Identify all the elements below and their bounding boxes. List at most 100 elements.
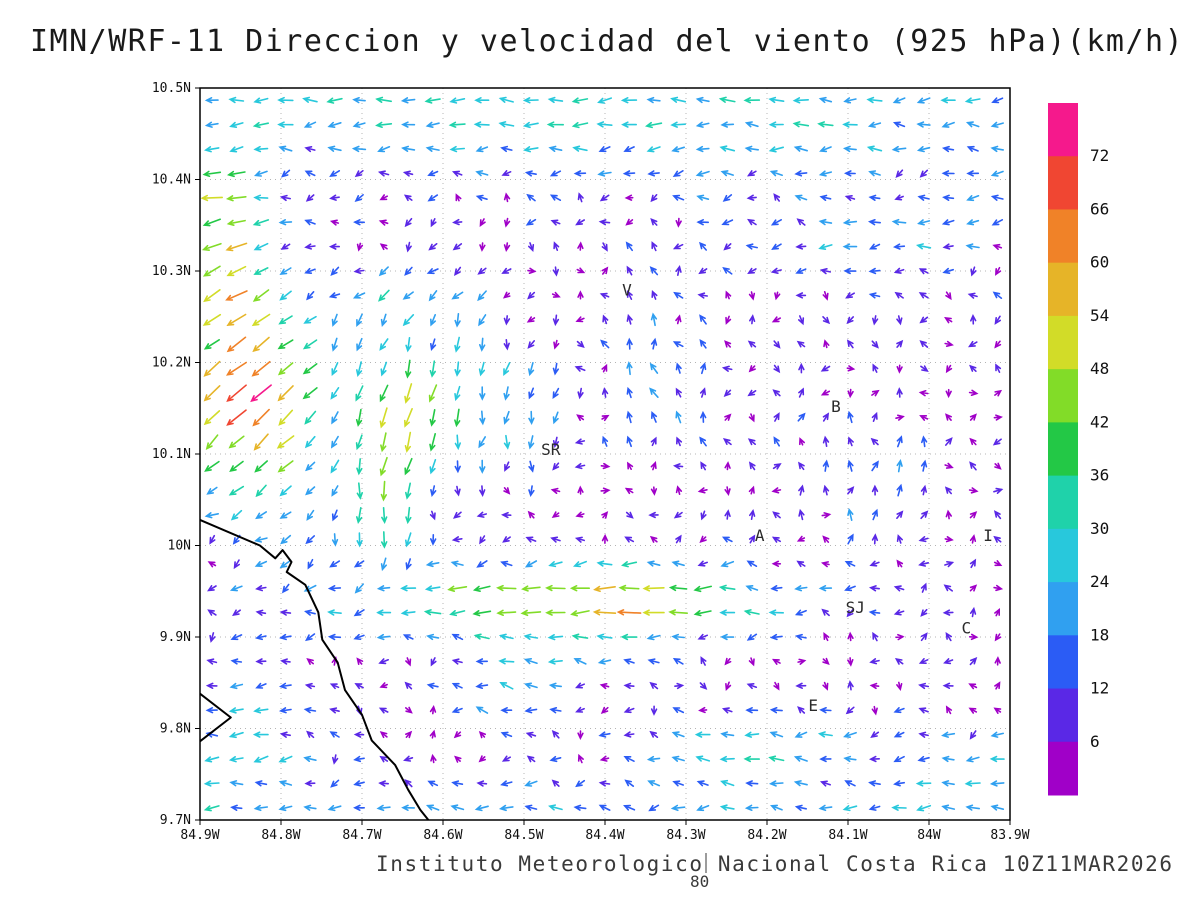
wind-arrow <box>969 461 977 471</box>
wind-arrow <box>255 511 267 520</box>
wind-arrow <box>618 584 640 592</box>
wind-arrow <box>772 463 782 470</box>
wind-arrow <box>252 121 269 129</box>
wind-arrow <box>479 485 486 497</box>
wind-arrow <box>892 121 906 128</box>
wind-arrow <box>966 195 980 202</box>
wind-arrow <box>404 431 412 453</box>
wind-arrow <box>990 731 1004 738</box>
wind-arrow <box>919 415 929 421</box>
y-tick-label: 10.3N <box>152 264 191 279</box>
wind-arrow <box>577 192 584 203</box>
x-tick-label: 84.4W <box>585 828 624 843</box>
wind-arrow <box>380 432 387 453</box>
wind-arrow <box>746 633 758 641</box>
wind-arrow <box>404 681 413 690</box>
wind-arrow <box>846 608 854 618</box>
wind-arrow <box>226 265 247 277</box>
wind-arrow <box>426 268 439 275</box>
wind-arrow <box>700 410 707 423</box>
wind-arrow <box>522 97 539 104</box>
wind-arrow <box>225 290 248 301</box>
wind-arrow <box>699 682 708 690</box>
wind-arrow <box>452 218 463 226</box>
wind-arrow <box>821 608 830 617</box>
y-tick-label: 10.2N <box>152 356 191 371</box>
wind-arrow <box>966 219 980 226</box>
wind-arrow <box>377 170 390 177</box>
wind-arrow <box>818 170 832 177</box>
wind-arrow <box>303 315 317 324</box>
wind-arrow <box>203 410 221 426</box>
station-label-c: C <box>961 618 971 637</box>
wind-arrow <box>209 632 216 643</box>
wind-arrow <box>651 411 658 423</box>
wind-arrow <box>621 561 638 568</box>
wind-arrow <box>624 487 634 495</box>
wind-arrow <box>279 731 291 738</box>
wind-arrow <box>425 804 440 811</box>
wind-arrow <box>209 534 216 545</box>
wind-arrow <box>547 634 564 641</box>
wind-arrow <box>966 170 980 177</box>
wind-arrow <box>696 219 709 226</box>
wind-arrow <box>279 485 292 497</box>
wind-arrow <box>675 387 682 398</box>
wind-arrow <box>968 633 979 641</box>
wind-arrow <box>230 634 243 641</box>
wind-arrow <box>473 121 490 128</box>
wind-arrow <box>577 730 584 741</box>
wind-arrow <box>356 337 363 352</box>
wind-arrow <box>768 755 785 762</box>
wind-arrow <box>525 536 537 543</box>
wind-arrow <box>404 778 413 788</box>
wind-arrow <box>797 658 807 665</box>
wind-arrow <box>356 657 364 665</box>
wind-arrow <box>451 633 464 641</box>
wind-arrow <box>255 609 267 616</box>
wind-arrow <box>920 608 928 617</box>
wind-arrow <box>915 243 932 250</box>
wind-arrow <box>918 731 929 738</box>
wind-arrow <box>552 362 559 376</box>
colorbar-tick-label: 60 <box>1090 253 1109 272</box>
wind-arrow <box>647 658 660 665</box>
wind-arrow <box>479 242 486 252</box>
wind-arrow <box>725 681 732 692</box>
wind-arrow <box>868 194 881 201</box>
wind-arrow <box>573 170 587 177</box>
wind-arrow <box>229 121 244 128</box>
wind-arrow <box>524 707 538 714</box>
wind-arrow <box>355 434 363 451</box>
wind-arrow <box>552 411 559 425</box>
wind-arrow <box>279 633 292 641</box>
wind-arrow <box>994 340 1002 349</box>
colorbar-segment <box>1048 369 1078 423</box>
wind-arrow <box>720 121 735 128</box>
wind-arrow <box>844 561 856 567</box>
wind-arrow <box>375 121 393 128</box>
wind-arrow <box>405 506 412 525</box>
wind-arrow <box>356 458 363 476</box>
wind-arrow <box>576 414 585 421</box>
wind-arrow <box>401 121 416 128</box>
wind-arrow <box>331 411 339 425</box>
wind-arrow <box>893 780 905 787</box>
wind-arrow <box>847 459 854 472</box>
wind-arrow <box>405 532 412 548</box>
wind-arrow <box>793 145 808 152</box>
wind-arrow <box>649 362 659 374</box>
colorbar-tick-label: 72 <box>1090 146 1109 165</box>
station-label-sj: SJ <box>846 598 865 617</box>
colorbar-segment <box>1048 528 1078 583</box>
station-label-e: E <box>808 696 818 715</box>
wind-arrow <box>597 170 612 177</box>
wind-arrow <box>798 362 805 374</box>
wind-arrow <box>302 339 318 350</box>
wind-arrow <box>331 509 338 522</box>
wind-arrow <box>819 268 831 275</box>
wind-arrow <box>551 511 560 518</box>
wind-arrow <box>648 804 660 812</box>
wind-arrow <box>642 585 665 592</box>
wind-arrow <box>969 413 977 421</box>
